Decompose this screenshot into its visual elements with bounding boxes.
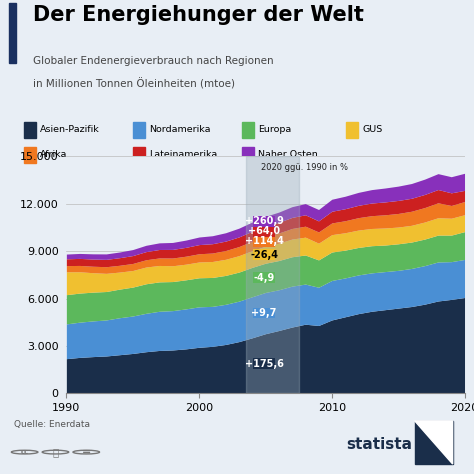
FancyBboxPatch shape xyxy=(253,273,275,283)
Text: in Millionen Tonnen Öleinheiten (mtoe): in Millionen Tonnen Öleinheiten (mtoe) xyxy=(33,78,235,90)
FancyBboxPatch shape xyxy=(253,308,275,319)
Text: Asien-Pazifik: Asien-Pazifik xyxy=(40,125,100,134)
Text: Nordamerika: Nordamerika xyxy=(149,125,211,134)
Bar xyxy=(246,156,299,393)
Text: Quelle: Enerdata: Quelle: Enerdata xyxy=(14,419,90,428)
Text: Lateinamerika: Lateinamerika xyxy=(149,150,218,159)
Text: Europa: Europa xyxy=(258,125,292,134)
Bar xyxy=(133,147,145,163)
Text: =: = xyxy=(82,447,91,457)
Text: +175,6: +175,6 xyxy=(245,358,283,369)
Bar xyxy=(242,122,254,137)
Text: statista: statista xyxy=(346,437,412,452)
Text: GUS: GUS xyxy=(363,125,383,134)
Bar xyxy=(9,3,16,63)
FancyBboxPatch shape xyxy=(253,249,275,260)
Text: Afrika: Afrika xyxy=(40,150,68,159)
Text: -26,4: -26,4 xyxy=(250,250,278,260)
Text: +260,9: +260,9 xyxy=(245,216,283,226)
Bar xyxy=(346,122,358,137)
FancyBboxPatch shape xyxy=(253,226,275,237)
Bar xyxy=(24,122,36,137)
Text: +64,0: +64,0 xyxy=(248,226,280,236)
Bar xyxy=(415,421,453,464)
FancyBboxPatch shape xyxy=(253,358,275,369)
Text: +9,7: +9,7 xyxy=(251,308,277,318)
Bar xyxy=(133,122,145,137)
FancyBboxPatch shape xyxy=(253,236,275,246)
Text: +114,4: +114,4 xyxy=(245,236,283,246)
Text: cc: cc xyxy=(20,449,29,455)
Text: -4,9: -4,9 xyxy=(254,273,275,283)
Text: Globaler Endenergieverbrauch nach Regionen: Globaler Endenergieverbrauch nach Region… xyxy=(33,56,274,66)
Bar xyxy=(24,147,36,163)
Text: Naher Osten: Naher Osten xyxy=(258,150,318,159)
Text: Ⓘ: Ⓘ xyxy=(52,447,59,457)
FancyBboxPatch shape xyxy=(253,216,275,227)
Bar xyxy=(242,147,254,163)
Polygon shape xyxy=(415,421,453,464)
Text: 2020 ggü. 1990 in %: 2020 ggü. 1990 in % xyxy=(262,163,348,172)
Text: Der Energiehunger der Welt: Der Energiehunger der Welt xyxy=(33,5,364,25)
